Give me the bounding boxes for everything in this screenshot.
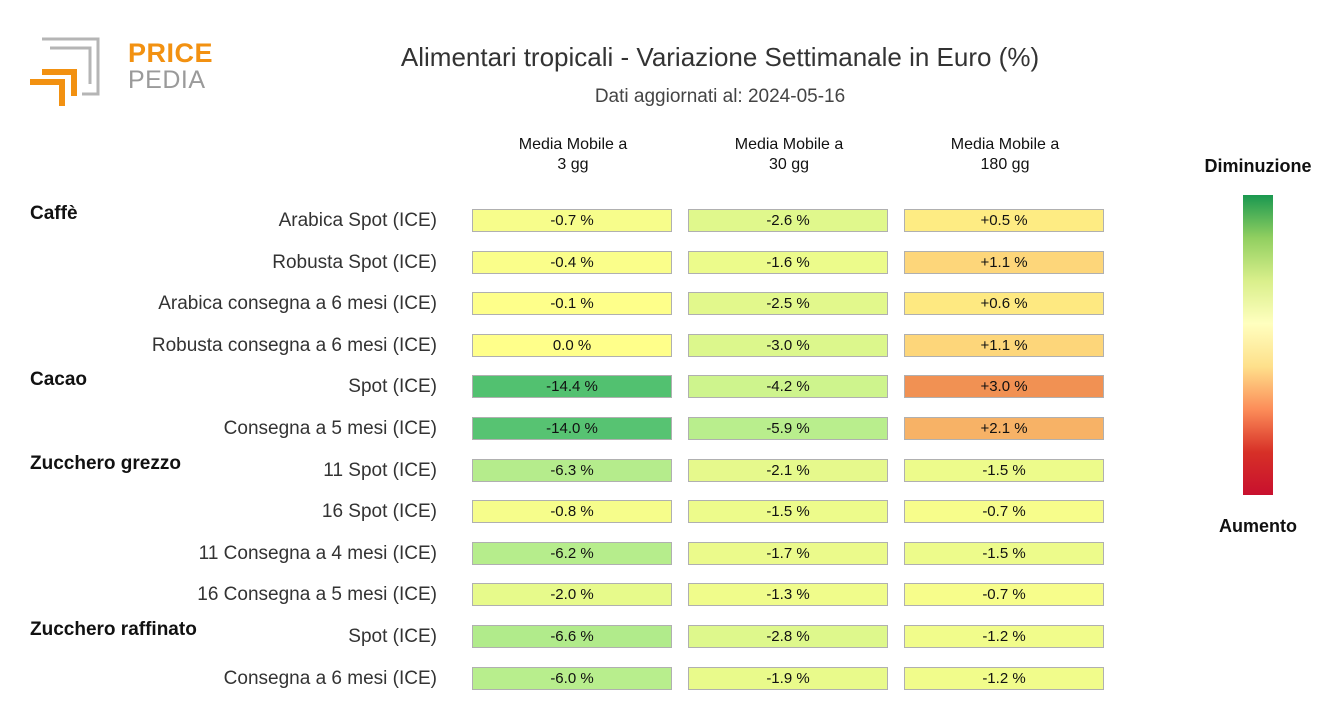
group-label: Zucchero grezzo	[30, 452, 181, 474]
chart-title: Alimentari tropicali - Variazione Settim…	[400, 42, 1040, 72]
heatmap-cell: 0.0 %	[472, 333, 672, 357]
heatmap-cell: -0.1 %	[472, 292, 672, 316]
heatmap-cell: -5.9 %	[688, 417, 888, 440]
group-label: Caffè	[30, 203, 78, 224]
heatmap-cell: +2.1 %	[904, 417, 1104, 440]
heatmap-cell: -2.0 %	[472, 583, 672, 607]
heatmap-cell: -1.3 %	[688, 583, 888, 607]
heatmap-cell: -1.5 %	[904, 541, 1104, 565]
heatmap-cell: +0.6 %	[904, 292, 1104, 316]
heatmap-cell: -1.5 %	[688, 500, 888, 524]
heatmap-cell: -1.7 %	[688, 541, 888, 565]
row-label: 11 Spot (ICE)	[323, 459, 437, 481]
heatmap-cell: -0.7 %	[472, 209, 672, 232]
row-label: Consegna a 5 mesi (ICE)	[223, 418, 437, 439]
row-label: 16 Spot (ICE)	[321, 501, 437, 523]
heatmap-cell: -0.8 %	[472, 500, 672, 524]
column-header-3gg: Media Mobile a 3 gg	[518, 136, 628, 173]
group-label: Zucchero raffinato	[30, 619, 197, 640]
heatmap-cell: -1.6 %	[688, 250, 888, 274]
heatmap-cell: +3.0 %	[904, 375, 1104, 399]
heatmap-cell: -2.8 %	[688, 625, 888, 648]
heatmap-cell: -1.2 %	[904, 625, 1104, 648]
heatmap-cell: -1.5 %	[904, 458, 1104, 482]
heatmap-cell: -14.0 %	[472, 417, 672, 440]
heatmap-cell: -6.3 %	[472, 458, 672, 482]
row-label: Consegna a 6 mesi (ICE)	[223, 667, 437, 689]
legend-top-label: Diminuzione	[1204, 156, 1312, 176]
heatmap-cell: -2.5 %	[688, 292, 888, 316]
heatmap-cell: -14.4 %	[472, 375, 672, 399]
column-header-180gg: Media Mobile a 180 gg	[950, 136, 1060, 173]
heatmap-cell: +0.5 %	[904, 209, 1104, 232]
heatmap-cell: +1.1 %	[904, 250, 1104, 274]
heatmap-cell: -0.7 %	[904, 500, 1104, 524]
chart-subtitle: Dati aggiornati al: 2024-05-16	[594, 86, 846, 107]
heatmap-cell: -6.2 %	[472, 541, 672, 565]
heatmap-cell: -2.1 %	[688, 458, 888, 482]
heatmap-cell: -0.7 %	[904, 583, 1104, 607]
logo-pedia-text: PEDIA	[128, 66, 206, 94]
legend-bottom-label: Aumento	[1219, 516, 1297, 536]
row-label: 11 Consegna a 4 mesi (ICE)	[198, 542, 437, 564]
heatmap-cell: -6.6 %	[472, 625, 672, 648]
heatmap-cell: -4.2 %	[688, 375, 888, 399]
legend-colorbar	[1243, 195, 1273, 495]
column-header-30gg: Media Mobile a 30 gg	[734, 136, 844, 173]
heatmap-cell: -3.0 %	[688, 333, 888, 357]
logo-mark-icon	[30, 37, 100, 106]
row-label: Spot (ICE)	[348, 376, 437, 398]
logo-price-text: PRICE	[128, 38, 214, 68]
row-label: Robusta Spot (ICE)	[272, 251, 437, 273]
row-label: Arabica Spot (ICE)	[278, 210, 437, 231]
group-label: Cacao	[30, 369, 88, 391]
row-label: Robusta consegna a 6 mesi (ICE)	[151, 334, 437, 356]
heatmap-cell: +1.1 %	[904, 333, 1104, 357]
row-label: Spot (ICE)	[348, 626, 437, 647]
heatmap-cell: -6.0 %	[472, 666, 672, 690]
heatmap-cell: -1.9 %	[688, 666, 888, 690]
heatmap-cell: -0.4 %	[472, 250, 672, 274]
row-label: Arabica consegna a 6 mesi (ICE)	[158, 293, 437, 315]
pricepedia-logo: PRICE PEDIA	[28, 36, 213, 108]
heatmap-cell: -1.2 %	[904, 666, 1104, 690]
row-label: 16 Consegna a 5 mesi (ICE)	[197, 584, 437, 606]
heatmap-cell: -2.6 %	[688, 209, 888, 232]
